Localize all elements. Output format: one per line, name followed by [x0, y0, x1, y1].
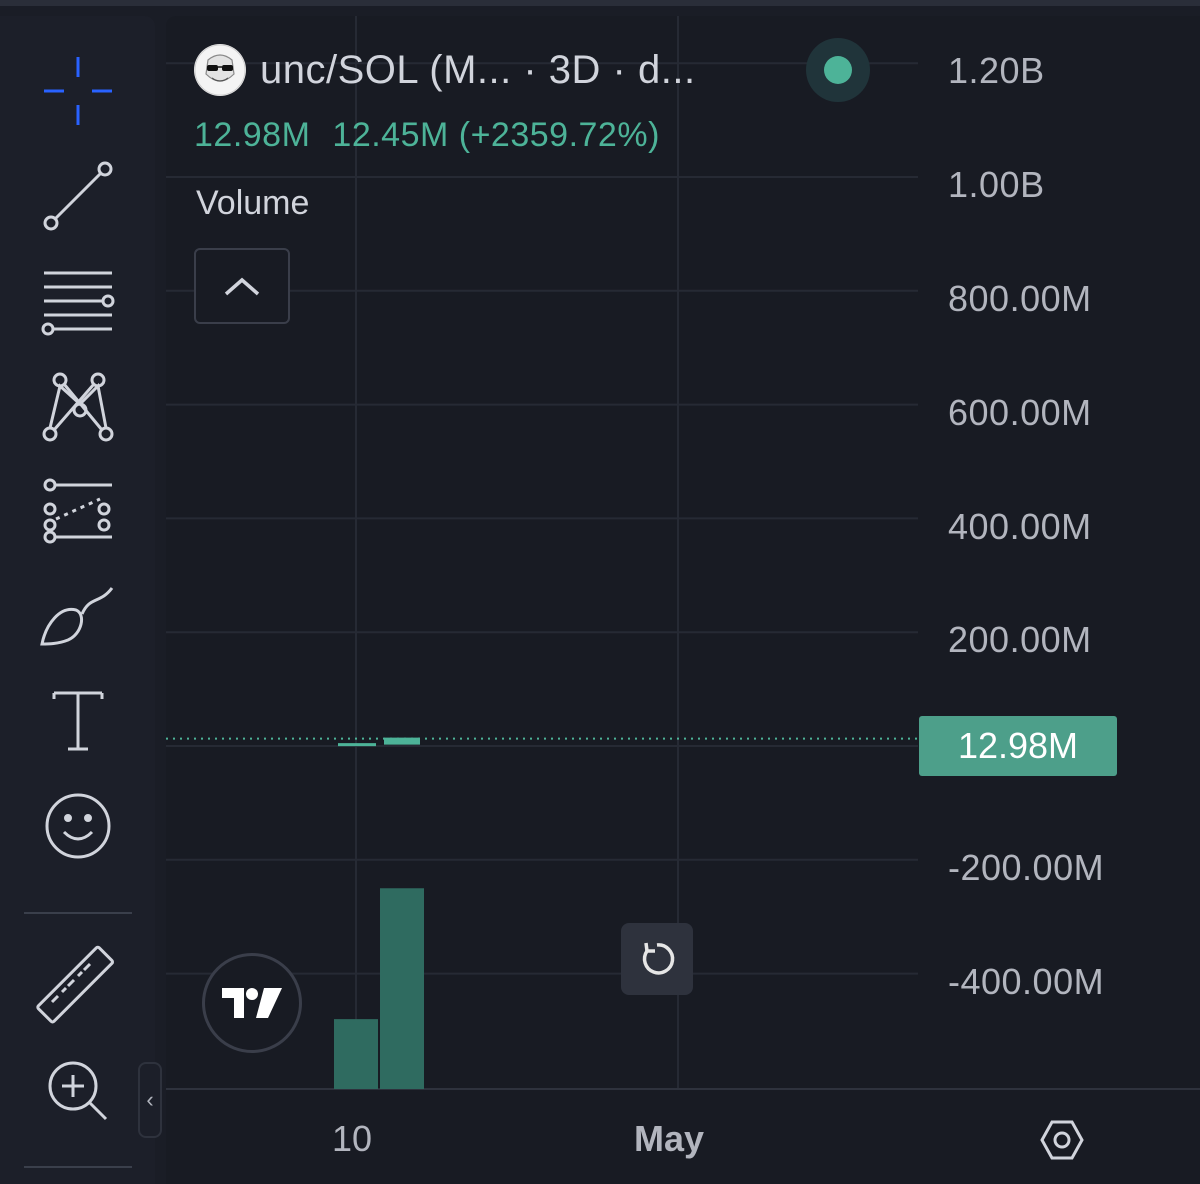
collapse-toolbar-button[interactable]: ‹ — [138, 1062, 162, 1138]
gear-icon — [1040, 1120, 1084, 1160]
price-axis-label: -400.00M — [948, 961, 1105, 1002]
fib-retracement-tool[interactable] — [28, 256, 128, 346]
token-avatar — [194, 44, 246, 96]
emoji-tool[interactable] — [28, 781, 128, 871]
price-axis-label: 600.00M — [948, 392, 1092, 433]
reset-icon — [642, 942, 675, 975]
price-axis-label: 1.20B — [948, 50, 1045, 91]
chevron-up-icon — [224, 277, 260, 296]
chart-canvas — [166, 16, 1200, 1090]
forecast-icon — [43, 478, 112, 544]
legend-collapse-button[interactable] — [194, 248, 290, 324]
chevron-left-icon: ‹ — [146, 1087, 154, 1112]
drawing-toolbar — [0, 16, 155, 1184]
trend-line-icon — [43, 161, 113, 231]
market-status-dot — [824, 56, 852, 84]
indicator-label[interactable]: Volume — [196, 184, 310, 222]
price-axis-label: 800.00M — [948, 278, 1092, 319]
ruler-tool[interactable] — [28, 941, 128, 1031]
brush-icon — [40, 587, 114, 646]
price-axis-label: -200.00M — [948, 847, 1105, 888]
zoom-in-icon — [48, 1061, 108, 1121]
zoom-tool[interactable] — [28, 1046, 128, 1136]
tradingview-logo-icon — [222, 988, 282, 1018]
toolbar-divider-bottom — [24, 1166, 132, 1168]
top-edge-bar — [0, 0, 1200, 6]
symbol-title[interactable]: unc/SOL (M... · 3D · d... — [260, 47, 696, 92]
fib-retracement-icon — [41, 271, 115, 336]
brush-tool[interactable] — [28, 571, 128, 661]
trend-line-tool[interactable] — [28, 151, 128, 241]
crosshair-tool[interactable] — [28, 46, 128, 136]
reset-chart-button[interactable] — [621, 923, 693, 995]
tradingview-logo[interactable] — [202, 953, 302, 1053]
pattern-icon — [42, 372, 114, 442]
time-axis-label: May — [634, 1118, 705, 1159]
forecast-tool[interactable] — [28, 466, 128, 556]
current-price-badge: 12.98M — [919, 716, 1117, 776]
text-icon — [52, 691, 104, 751]
symbol-legend: unc/SOL (M... · 3D · d... — [194, 44, 696, 96]
price-axis-label: 400.00M — [948, 506, 1092, 547]
chart-panel[interactable]: unc/SOL (M... · 3D · d... 12.98M 12.45M (… — [166, 16, 1200, 1184]
market-status[interactable] — [806, 38, 870, 102]
price-axis-label: 1.00B — [948, 164, 1045, 205]
toolbar-divider — [24, 912, 132, 914]
volume-bar — [334, 1019, 378, 1089]
price-axis-label: 200.00M — [948, 619, 1092, 660]
legend-change: 12.45M (+2359.72%) — [332, 116, 660, 154]
ruler-icon — [36, 945, 115, 1024]
text-tool[interactable] — [28, 676, 128, 766]
volume-bar — [380, 888, 424, 1089]
candle-tick — [384, 737, 420, 745]
time-axis-label: 10 — [332, 1118, 373, 1159]
pattern-tool[interactable] — [28, 361, 128, 451]
legend-last-value: 12.98M — [194, 116, 311, 154]
legend-values: 12.98M 12.45M (+2359.72%) — [194, 116, 660, 155]
emoji-icon — [45, 793, 111, 859]
chart-settings-button[interactable] — [1034, 1112, 1090, 1168]
crosshair-icon — [44, 57, 112, 125]
